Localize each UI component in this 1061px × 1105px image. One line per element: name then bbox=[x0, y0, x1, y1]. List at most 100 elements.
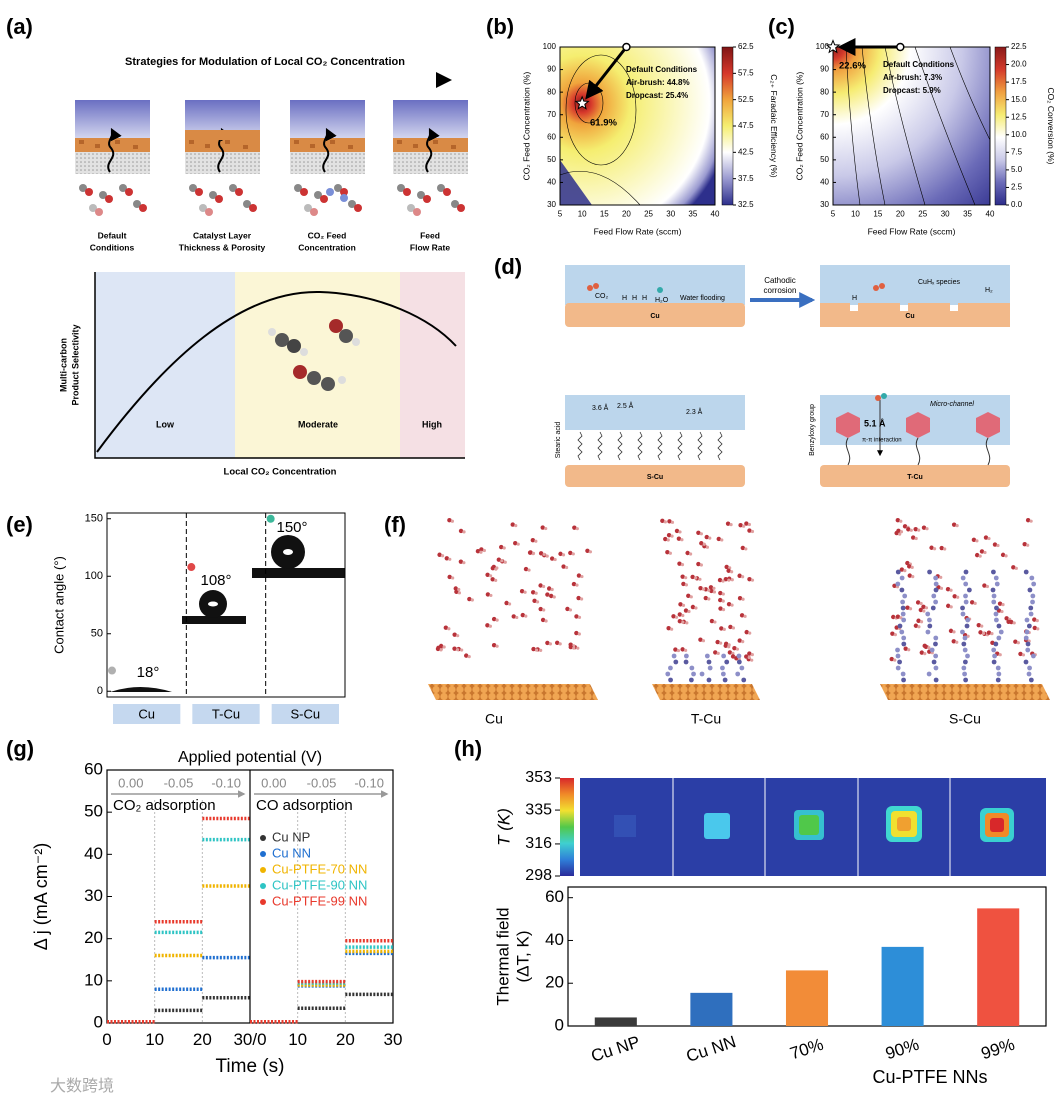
molecule bbox=[565, 606, 570, 612]
y-tick-label: 80 bbox=[547, 87, 556, 96]
molecule bbox=[1018, 651, 1023, 657]
legend-marker bbox=[260, 883, 266, 889]
strategy-arrowhead bbox=[436, 72, 452, 88]
molecule bbox=[545, 592, 550, 597]
molecule bbox=[905, 560, 910, 566]
ligand-atom bbox=[961, 641, 967, 647]
molecule bbox=[534, 648, 539, 652]
ligand-atom bbox=[689, 665, 695, 671]
molecule bbox=[467, 596, 472, 602]
molecule bbox=[546, 586, 552, 591]
strategy-label: Concentration bbox=[298, 242, 356, 252]
molecule bbox=[456, 634, 460, 638]
molecule bbox=[540, 617, 546, 623]
molecule bbox=[908, 607, 913, 611]
molecule bbox=[460, 648, 464, 652]
x-tick-label: 30/0 bbox=[233, 1030, 266, 1049]
colorbar-label: CO₂ Conversion (%) bbox=[1046, 88, 1056, 165]
panel-title: CO adsorption bbox=[256, 797, 353, 814]
molecule bbox=[907, 564, 912, 569]
strategy-label: Thickness & Porosity bbox=[179, 242, 266, 252]
optimum-point bbox=[825, 39, 841, 54]
y-tick-label: 60 bbox=[547, 132, 556, 141]
ligand-atom bbox=[901, 617, 907, 623]
annotation: Default Conditions bbox=[883, 60, 955, 69]
molecule bbox=[708, 585, 714, 590]
snapshot-label: Cu bbox=[485, 711, 503, 727]
molecule bbox=[919, 620, 924, 624]
colorbar-tick-label: 52.5 bbox=[738, 95, 754, 104]
x-tick-label: 20 bbox=[193, 1030, 212, 1049]
x-tick-label: 10 bbox=[851, 210, 860, 219]
molecule bbox=[577, 615, 582, 619]
molecule bbox=[442, 645, 446, 649]
legend-label: Cu NN bbox=[272, 845, 311, 860]
molecule bbox=[448, 557, 452, 561]
molecule bbox=[986, 630, 992, 635]
molecules bbox=[268, 319, 360, 391]
contour-line bbox=[884, 47, 926, 205]
molecule bbox=[670, 627, 674, 631]
molecule bbox=[538, 606, 543, 612]
molecule bbox=[747, 528, 752, 533]
molecule bbox=[907, 573, 912, 578]
ligand-atom bbox=[992, 653, 997, 659]
ligand-atom bbox=[900, 605, 906, 611]
diagram-text: Cu bbox=[650, 313, 659, 320]
ligand-atom bbox=[699, 671, 705, 677]
colorbar-tick-label: 0.0 bbox=[1011, 200, 1023, 209]
strategy-title: Strategies for Modulation of Local CO₂ C… bbox=[125, 56, 405, 68]
molecule bbox=[980, 624, 984, 628]
molecule bbox=[744, 521, 749, 526]
snapshot-label: T-Cu bbox=[691, 711, 721, 727]
molecule bbox=[677, 619, 683, 624]
molecule bbox=[976, 622, 981, 628]
molecule bbox=[447, 518, 452, 523]
ligand-atom bbox=[741, 677, 747, 683]
molecule bbox=[663, 520, 667, 524]
ligand-atom bbox=[991, 593, 997, 599]
molecule bbox=[553, 557, 557, 562]
molecule bbox=[966, 634, 970, 638]
molecule bbox=[532, 598, 537, 604]
ligand-atom bbox=[901, 641, 907, 647]
optimum-label: 22.6% bbox=[839, 61, 866, 72]
molecule bbox=[899, 567, 905, 572]
annotation: Air-brush: 44.8% bbox=[626, 78, 690, 87]
ligand-atom bbox=[895, 569, 901, 575]
molecule bbox=[992, 542, 998, 547]
colorbar-tick-label: 42.5 bbox=[738, 147, 754, 156]
y-tick-label: 150 bbox=[85, 513, 103, 525]
molecule bbox=[681, 620, 685, 624]
axis bbox=[94, 272, 465, 459]
legend-label: Cu-PTFE-70 NN bbox=[272, 861, 367, 876]
molecule bbox=[450, 519, 455, 523]
molecule bbox=[488, 574, 493, 578]
molecule bbox=[667, 519, 672, 524]
y-tick-label: 0 bbox=[94, 1012, 103, 1031]
molecule bbox=[1016, 641, 1020, 645]
colorbar-tick-label: 298 bbox=[525, 867, 552, 884]
molecule bbox=[666, 532, 672, 538]
molecule bbox=[903, 568, 907, 573]
dot bbox=[187, 563, 196, 572]
ligand-atom bbox=[1025, 647, 1031, 653]
y-tick-label: 40 bbox=[545, 930, 564, 949]
ligand-atom bbox=[1024, 617, 1030, 623]
molecule bbox=[588, 550, 593, 554]
colorbar-tick-label: 37.5 bbox=[738, 174, 754, 183]
molecule bbox=[452, 632, 457, 637]
molecule bbox=[750, 529, 755, 534]
x-tick-label: S-Cu bbox=[291, 706, 321, 721]
molecule bbox=[699, 532, 703, 536]
ligand-atom bbox=[963, 581, 969, 587]
molecule bbox=[735, 647, 740, 651]
ligand-atom bbox=[933, 581, 939, 587]
x-tick-label: T-Cu bbox=[212, 706, 240, 721]
molecule bbox=[530, 590, 536, 595]
molecule bbox=[685, 621, 689, 625]
ligand-atom bbox=[994, 605, 999, 611]
molecule bbox=[690, 604, 696, 610]
molecule bbox=[454, 589, 459, 595]
x-tick-label: 20 bbox=[896, 210, 905, 219]
